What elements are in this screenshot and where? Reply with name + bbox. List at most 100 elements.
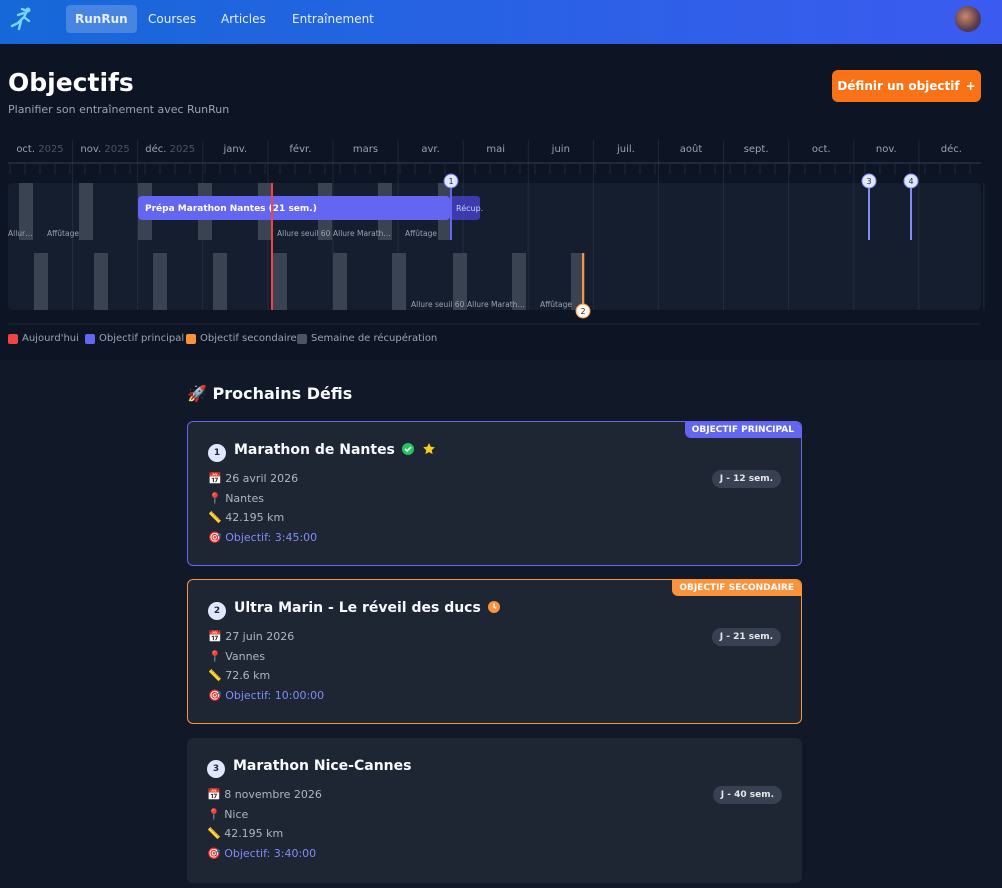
month-name: avr.	[421, 144, 439, 155]
goal-date: 📅 27 juin 2026	[208, 630, 295, 643]
month-name: déc.	[145, 143, 166, 155]
recovery-week	[19, 183, 33, 240]
marker-label: 4	[908, 177, 913, 186]
goal-distance: 📏 42.195 km	[207, 827, 284, 840]
recovery-week	[453, 253, 467, 310]
month-name: févr.	[289, 143, 311, 155]
button-icon: +	[965, 79, 976, 93]
legend-label: Aujourd'hui	[22, 333, 79, 344]
goal-number: 2	[208, 602, 226, 620]
goal-distance: 📏 72.6 km	[208, 669, 271, 682]
countdown-pill: J - 12 sem.	[711, 470, 781, 488]
week-label: Affûtage	[405, 229, 437, 238]
goal-name: Ultra Marin - Le réveil des ducs	[234, 600, 521, 616]
marker-label: 1	[448, 177, 453, 186]
month-label: août	[680, 143, 703, 155]
legend-item: Aujourd'hui	[8, 333, 79, 344]
month-name: juin	[551, 144, 570, 155]
timeline: oct. 2025 nov. 2025 déc. 2025 janv. févr. mar…	[8, 140, 985, 325]
month-name: oct.	[16, 144, 35, 155]
month-name: juil.	[616, 144, 635, 155]
month-year: 2025	[104, 144, 129, 155]
recovery-week	[153, 253, 167, 310]
month-label: nov.	[876, 144, 897, 155]
legend-item: Objectif secondaire	[186, 333, 297, 344]
month-label: janv.	[223, 144, 248, 155]
goal-card[interactable]: OBJECTIF PRINCIPAL 1 Marathon de Nantes J -…	[187, 421, 802, 566]
month-label: avr.	[421, 144, 439, 155]
nav-brand[interactable]: RunRun	[66, 5, 137, 33]
legend-label: Semaine de récupération	[311, 333, 438, 344]
button-label: Définir un objectif	[837, 79, 960, 93]
month-label: oct.	[812, 144, 831, 155]
recovery-block	[450, 196, 480, 220]
goal-distance: 📏 42.195 km	[208, 511, 285, 524]
month-name: oct.	[812, 144, 831, 155]
goal-marker	[903, 173, 919, 189]
week-label: Affûtage	[47, 229, 79, 238]
page-title: Objectifs	[8, 68, 134, 97]
week-label: Allure Marath…	[467, 300, 525, 309]
month-label: juin	[551, 144, 570, 155]
month-label: mars	[353, 144, 378, 155]
section-title: 🚀 Prochains Défis	[187, 384, 353, 403]
month-name: août	[680, 143, 703, 155]
goal-name: Marathon Nice-Cannes	[233, 758, 412, 774]
goal-date: 📅 8 novembre 2026	[207, 788, 322, 801]
month-name: nov.	[80, 144, 101, 155]
week-label: Allure seuil 60	[411, 300, 465, 309]
goal-goal: 🎯 Objectif: 3:45:00	[208, 530, 318, 544]
month-name: mai	[486, 144, 505, 155]
navbar: RunRun Courses Articles Entraînement	[0, 0, 1002, 44]
legend-label: Objectif secondaire	[200, 333, 297, 344]
month-label: oct. 2025	[16, 144, 63, 155]
marker-label: 2	[580, 307, 585, 316]
legend-label: Objectif principal	[99, 333, 185, 344]
month-label: sept.	[744, 144, 769, 155]
nav-link[interactable]: Articles	[221, 12, 266, 26]
month-name: sept.	[744, 144, 769, 155]
week-label: Allure seuil 60	[277, 229, 331, 238]
legend-item: Semaine de récupération	[297, 333, 437, 344]
avatar[interactable]	[955, 6, 981, 32]
recovery-week	[571, 253, 585, 310]
goal-goal: 🎯 Objectif: 10:00:00	[208, 688, 325, 702]
recovery-week	[213, 253, 227, 310]
block-label: Récup.	[456, 203, 483, 213]
month-label: déc.	[941, 143, 962, 155]
recovery-week	[273, 253, 287, 310]
logo[interactable]	[8, 6, 34, 32]
goal-date: 📅 26 avril 2026	[208, 472, 299, 485]
goal-marker	[443, 173, 459, 189]
legend-item: Objectif principal	[85, 333, 184, 344]
goal-name: Marathon de Nantes	[234, 442, 435, 458]
goal-location: 📍 Vannes	[208, 649, 266, 663]
page-subtitle: Planifier son entraînement avec RunRun	[8, 103, 230, 116]
marker-label: 3	[866, 177, 871, 186]
goal-marker	[575, 303, 591, 319]
month-year: 2025	[170, 144, 195, 155]
add-goal-button[interactable]: Définir un objectif +	[832, 70, 981, 102]
goal-card[interactable]: OBJECTIF SECONDAIRE 2 Ultra Marin - Le rév…	[187, 579, 802, 724]
recovery-week	[512, 253, 526, 310]
month-name: déc.	[941, 143, 962, 155]
countdown-pill: J - 21 sem.	[711, 628, 781, 646]
nav-link[interactable]: Courses	[148, 12, 197, 26]
recovery-week	[79, 183, 93, 240]
recovery-week	[333, 253, 347, 310]
month-name: nov.	[876, 144, 897, 155]
month-year: 2025	[38, 144, 63, 155]
goal-number: 3	[207, 760, 225, 778]
goal-location: 📍 Nice	[207, 807, 249, 821]
month-label: févr.	[289, 143, 311, 155]
goal-card[interactable]: 3 Marathon Nice-Cannes J - 40 sem. 📅 8 nove…	[187, 738, 802, 883]
month-name: mars	[353, 144, 378, 155]
goal-badge: OBJECTIF SECONDAIRE	[672, 580, 801, 596]
status-icons	[401, 443, 435, 455]
recovery-week	[392, 253, 406, 310]
goal-marker	[861, 173, 877, 189]
nav-link[interactable]: Entraînement	[292, 12, 374, 26]
recovery-week	[94, 253, 108, 310]
training-block	[138, 196, 450, 220]
month-name: janv.	[223, 144, 248, 155]
